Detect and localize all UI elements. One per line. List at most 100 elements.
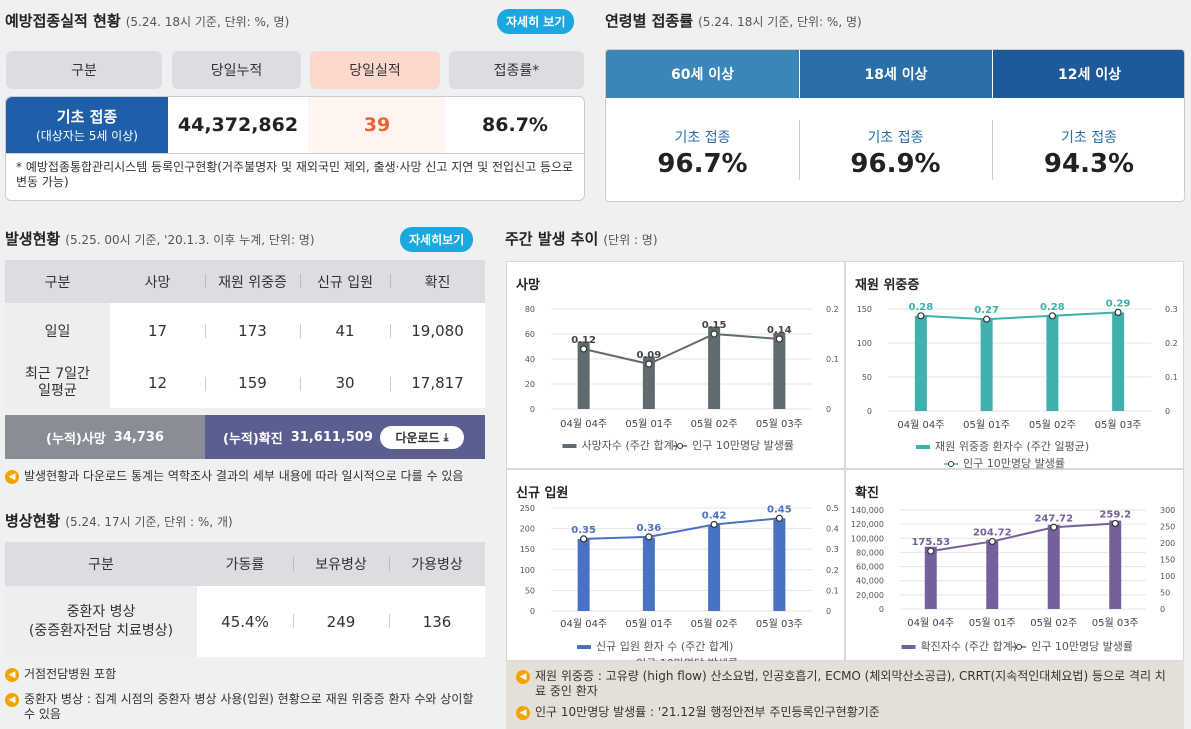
beds-note-2: ◀ 중환자 병상 : 집계 시점의 중환자 병상 사용(입원) 현황으로 재원 … [5,692,483,722]
rate-label: 0.42 [702,510,727,521]
age-item-60-value: 96.7% [657,149,748,179]
vaccination-table: 기초 접종 (대상자는 5세 이상) 44,372,862 39 86.7% *… [5,96,585,201]
chart-panel-confirmed: 확진 140,000 120,000 100,000 80,000 60,000 40,0… [845,469,1184,661]
age-rate-header: 연령별 접종률 (5.24. 18시 기준, 단위: %, 명) [605,10,862,31]
rate-label: 204.72 [973,527,1012,538]
chart-death-title: 사망 [516,278,540,293]
beds-table: 구분 가동률 보유병상 가용병상 중환자 병상 (중증환자전담 치료병상) 45… [5,542,485,657]
y-right-tick: 0.5 [826,504,839,513]
chart-panel-admission: 신규 입원 250 200 150 100 50 0 0.5 0.4 0.3 0.2 0.1 0 04월… [506,469,845,662]
age-item-18-label: 기초 접종 [867,130,924,146]
legend-bar-label: 확진자수 (주간 합계) [921,640,1018,653]
beds-note-1: ◀ 거점전담병원 포함 [5,667,495,682]
age-item-60: 기초 접종 96.7% [606,118,799,188]
y-left-tick: 100 [520,566,535,575]
rate-line [583,517,780,540]
weekly-notes: ◀ 재원 위중증 : 고유량 (high flow) 산소요법, 인공호흡기, … [506,661,1184,729]
legend-bar-swatch [577,645,591,649]
legend-line-label: 인구 10만명당 발생률 [1031,640,1133,653]
chart-critical-title: 재원 위중증 [855,278,920,293]
bar [980,319,993,411]
rate-label: 0.28 [909,302,934,313]
legend-bar-label: 사망자수 (주간 합계) [582,439,679,452]
rate-point [1050,523,1058,531]
y-left-tick: 0 [867,407,872,416]
rate-label: 0.27 [974,305,999,316]
category-label: 05월 01주 [969,617,1016,629]
legend-line-marker [948,461,954,467]
vac-row-label: 기초 접종 [56,108,118,126]
beds-header: 병상현황 (5.24. 17시 기준, 단위 : %, 개) [5,510,233,531]
bar [924,546,937,609]
y-right-tick: 0.2 [826,305,839,314]
y-right-tick: 200 [1160,539,1175,548]
y-right-tick: 250 [1160,523,1175,532]
rate-point [645,360,653,368]
age-item-12-value: 94.3% [1043,149,1135,179]
chart-admission: 250 200 150 100 50 0 0.5 0.4 0.3 0.2 0.1 0 04월 04주 05… [520,504,839,662]
y-left-tick: 0 [879,605,884,614]
legend-bar-label: 재원 위중증 환자수 (주간 일평균) [935,439,1089,453]
occurrence-detail-button[interactable]: 자세히보기 [400,227,474,252]
y-right-tick: 100 [1160,572,1175,581]
weekly-title: 주간 발생 추이 [505,230,599,248]
rate-label: 0.12 [571,335,596,346]
y-right-tick: 50 [1160,589,1170,598]
rate-point [645,533,653,541]
age-item-18: 기초 접종 96.9% [799,118,992,188]
y-left-tick: 150 [857,305,872,314]
rate-label: 0.28 [1040,302,1065,313]
y-left-tick: 60,000 [856,563,884,572]
category-label: 04월 04주 [560,418,607,430]
y-left-tick: 0 [530,607,535,616]
beds-title: 병상현황 [5,512,61,530]
vaccination-subtitle: (5.24. 18시 기준, 단위: %, 명) [125,15,290,29]
category-label: 05월 03주 [1092,617,1139,629]
vaccination-detail-button[interactable]: 자세히 보기 [497,9,575,34]
age-tab-18[interactable]: 18세 이상 [799,50,992,98]
y-right-tick: 0.2 [826,566,839,575]
category-label: 05월 01주 [963,419,1010,431]
age-tab-12[interactable]: 12세 이상 [992,50,1184,98]
age-item-12-label: 기초 접종 [1061,130,1117,146]
beds-row-label: 중환자 병상 (중증환자전담 치료병상) [28,603,174,639]
bar [1047,524,1060,609]
speaker-icon: ◀ [516,706,530,720]
occ-header-death: 사망 [144,274,171,291]
occurrence-note: ◀ 발생현황과 다운로드 통계는 역학조사 결과의 세부 내용에 따라 일시적으… [5,469,495,484]
rate-line [930,522,1116,553]
occ-weekly-confirmed: 17,817 [411,374,464,392]
bar [986,539,999,609]
download-button[interactable]: 다운로드 ⤓ [380,426,464,449]
beds-note-2-text: 중환자 병상 : 집계 시점의 중환자 병상 사용(입원) 현황으로 재원 위중… [24,692,474,721]
category-label: 04월 04주 [897,419,944,431]
download-button-label: 다운로드 [395,431,440,445]
age-tab-60[interactable]: 60세 이상 [606,50,799,98]
y-left-tick: 100 [857,339,872,348]
category-label: 04월 04주 [560,618,607,630]
occ-weekly-death: 12 [147,374,168,392]
y-right-tick: 0.4 [826,525,839,534]
y-left-tick: 40 [525,355,535,364]
rate-label: 0.29 [1106,298,1131,309]
vaccination-title: 예방접종실적 현황 [5,12,121,30]
y-left-tick: 60 [525,330,535,339]
rate-label: 0.09 [637,350,662,361]
category-label: 05월 02주 [1029,419,1076,431]
legend-line-label: 인구 10만명당 발생률 [692,439,794,452]
y-right-tick: 0.1 [826,586,839,595]
occurrence-title: 발생현황 [5,230,61,248]
category-label: 05월 01주 [625,618,672,630]
vac-cumulative-value: 44,372,862 [177,114,299,136]
bar [642,537,655,611]
cum-death-box: (누적)사망 34,736 [5,415,205,459]
rate-line [920,311,1119,321]
y-left-tick: 20 [525,380,535,389]
y-left-tick: 40,000 [856,577,884,586]
y-right-tick: 0.1 [826,355,839,364]
occurrence-header: 발생현황 (5.25. 00시 기준, '20.1.3. 이후 누계, 단위: … [5,228,315,249]
y-left-tick: 200 [520,525,535,534]
category-label: 05월 02주 [691,618,738,630]
legend-line-marker [1016,644,1023,650]
y-left-tick: 80 [525,305,535,314]
